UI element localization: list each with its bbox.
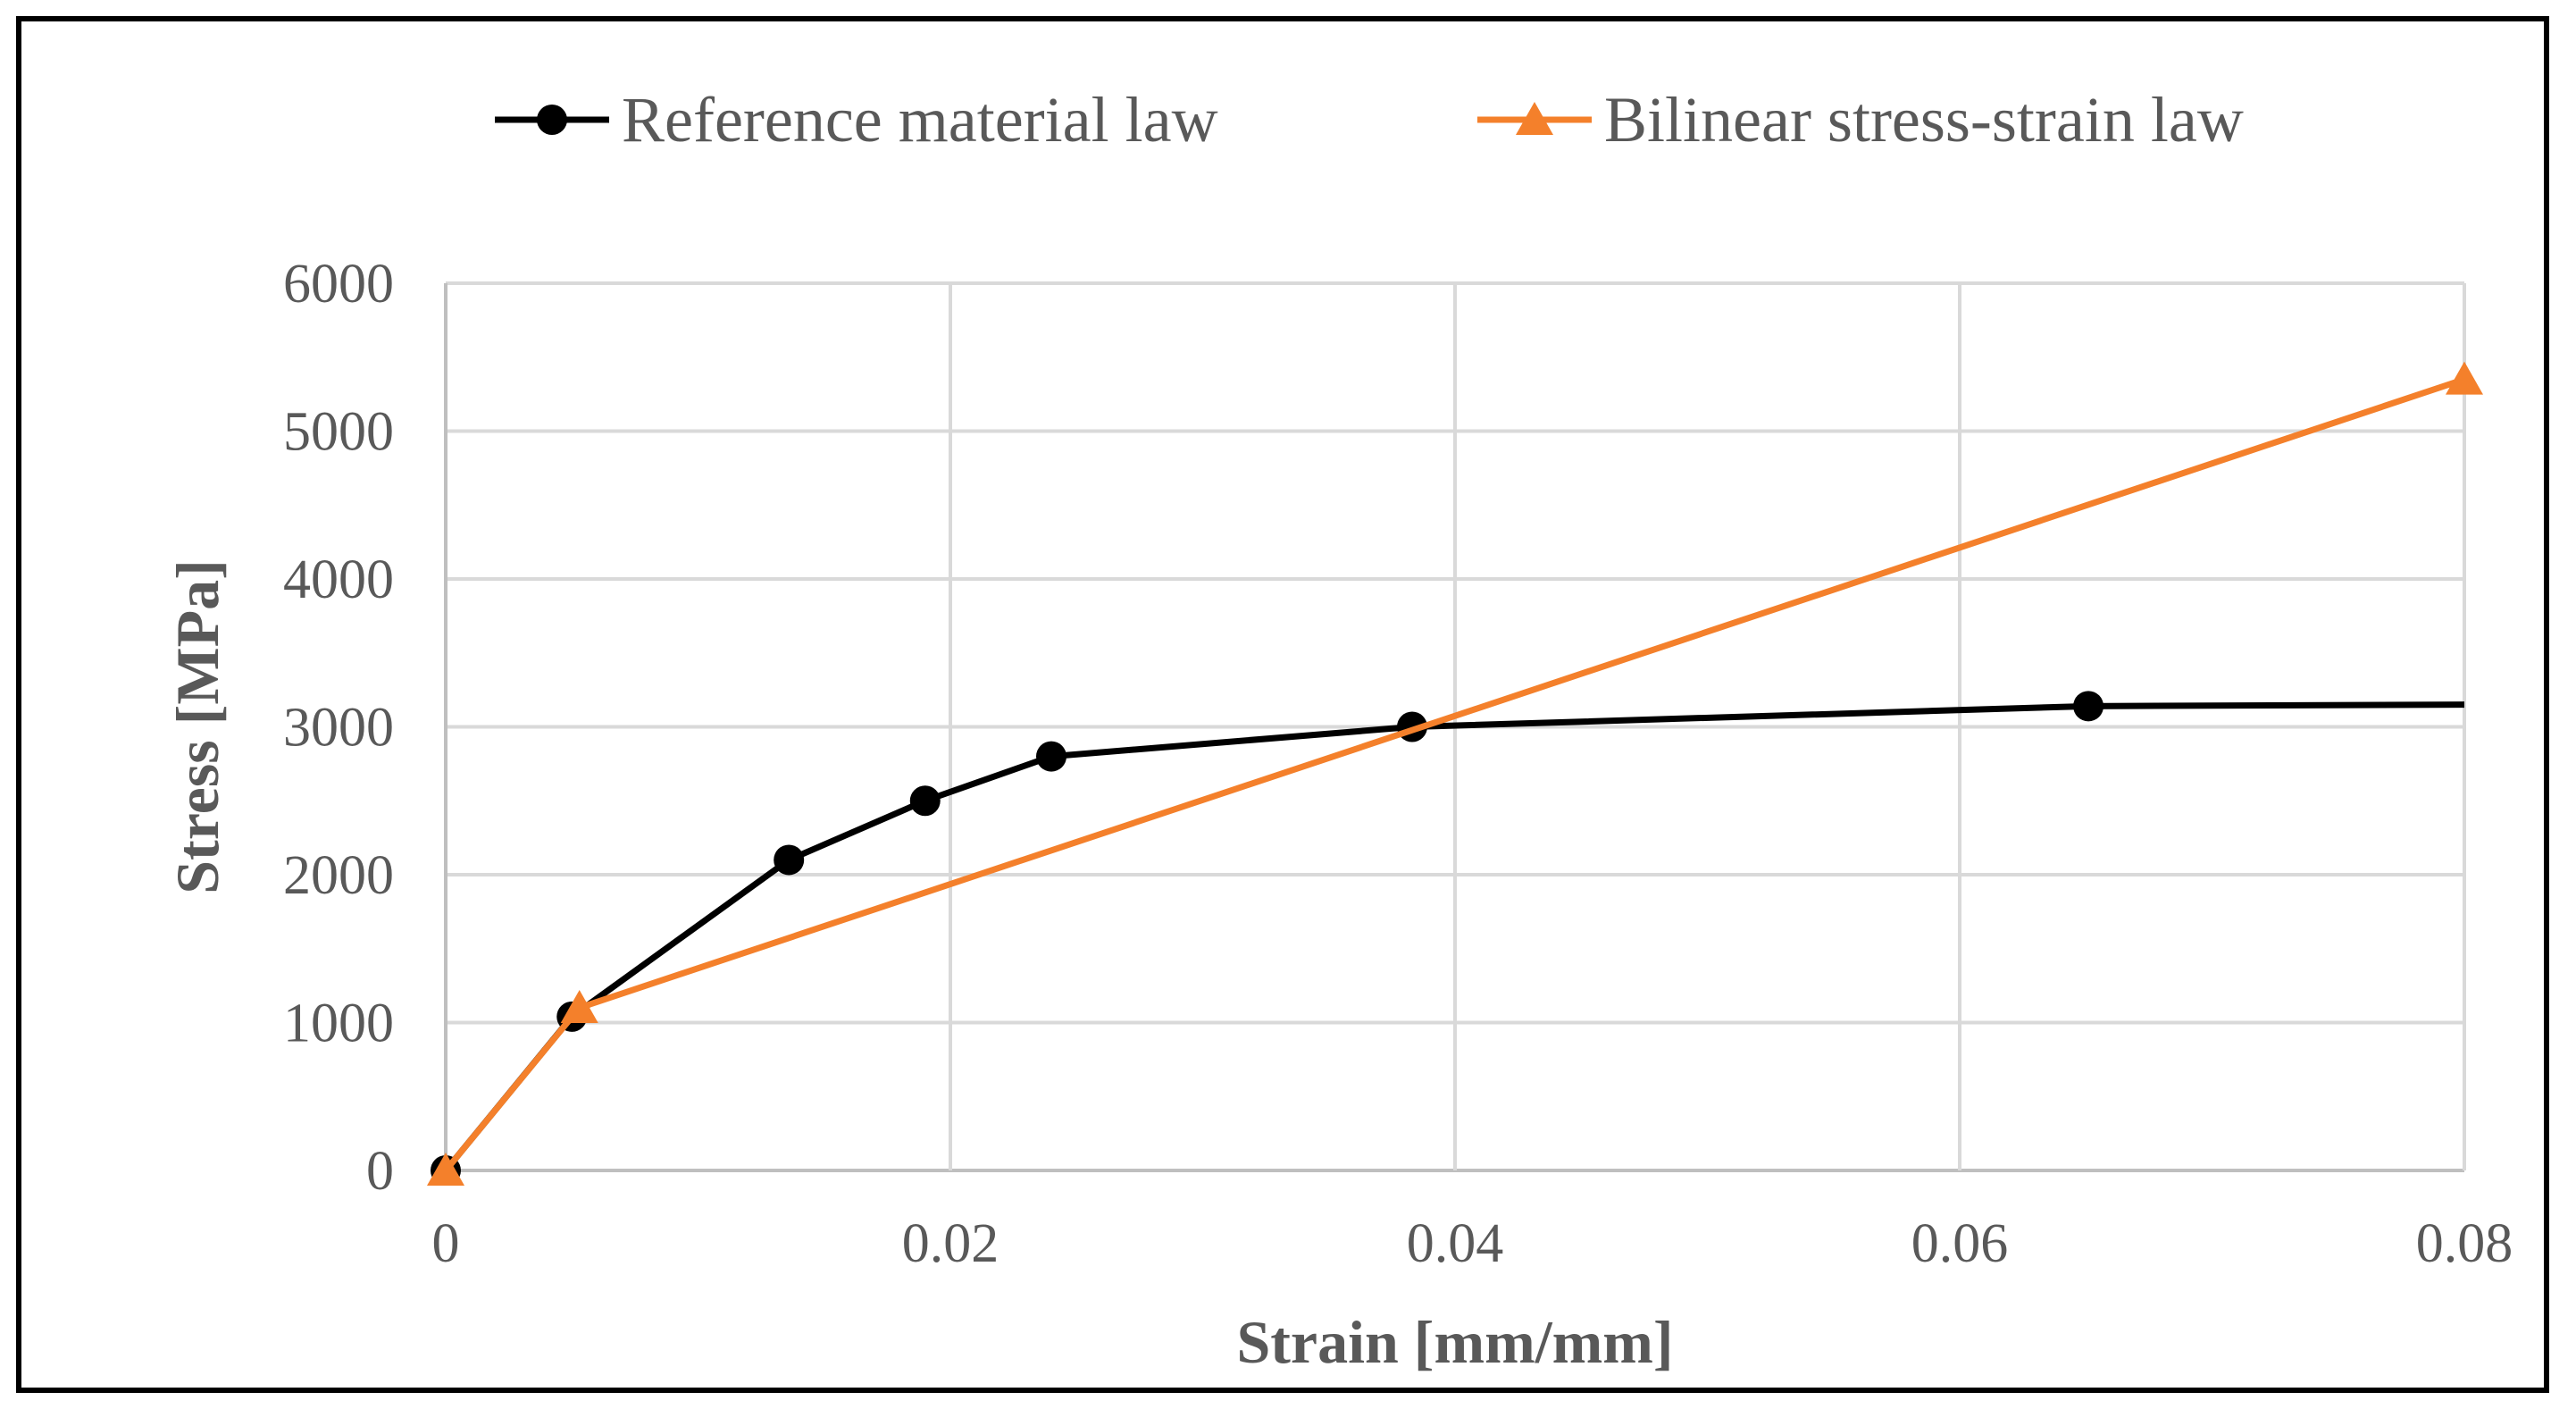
series-layer	[427, 361, 2483, 1186]
y-tick-label: 2000	[283, 845, 394, 906]
x-tick-label: 0.02	[902, 1213, 999, 1274]
data-point	[2073, 691, 2104, 722]
data-point	[909, 785, 941, 817]
data-point	[774, 844, 805, 876]
y-axis-title: Stress [MPa]	[163, 559, 231, 894]
series-reference-material-law	[431, 691, 2465, 1186]
grid	[444, 281, 2466, 1172]
y-axis-ticks: 0 1000 2000 3000 4000 5000 6000	[283, 254, 394, 1202]
legend: Reference material law Bilinear stress-st…	[495, 84, 2244, 155]
data-point	[2446, 361, 2483, 395]
legend-item: Reference material law	[495, 84, 1218, 155]
legend-label: Bilinear stress-strain law	[1604, 84, 2244, 155]
y-tick-label: 0	[366, 1141, 394, 1202]
chart-frame: 0 1000 2000 3000 4000 5000 6000 0 0.02 0.04 0.06 0…	[16, 16, 2549, 1393]
y-tick-label: 3000	[283, 698, 394, 759]
x-tick-label: 0	[432, 1213, 460, 1274]
legend-marker	[537, 105, 567, 135]
y-tick-label: 1000	[283, 994, 394, 1054]
x-tick-label: 0.04	[1407, 1213, 1504, 1274]
data-point	[560, 989, 598, 1023]
legend-item: Bilinear stress-strain law	[1477, 84, 2244, 155]
x-axis-ticks: 0 0.02 0.04 0.06 0.08	[432, 1213, 2513, 1274]
y-tick-label: 6000	[283, 254, 394, 315]
x-tick-label: 0.06	[1911, 1213, 2009, 1274]
x-tick-label: 0.08	[2416, 1213, 2513, 1274]
series-line	[443, 701, 2465, 1173]
series-bilinear-law	[427, 361, 2483, 1186]
data-point	[1036, 741, 1066, 772]
legend-marker	[1516, 102, 1553, 135]
legend-label: Reference material law	[622, 84, 1218, 155]
y-tick-label: 5000	[283, 402, 394, 463]
data-point	[427, 1153, 464, 1186]
x-axis-title: Strain [mm/mm]	[1236, 1308, 1673, 1376]
y-tick-label: 4000	[283, 549, 394, 610]
